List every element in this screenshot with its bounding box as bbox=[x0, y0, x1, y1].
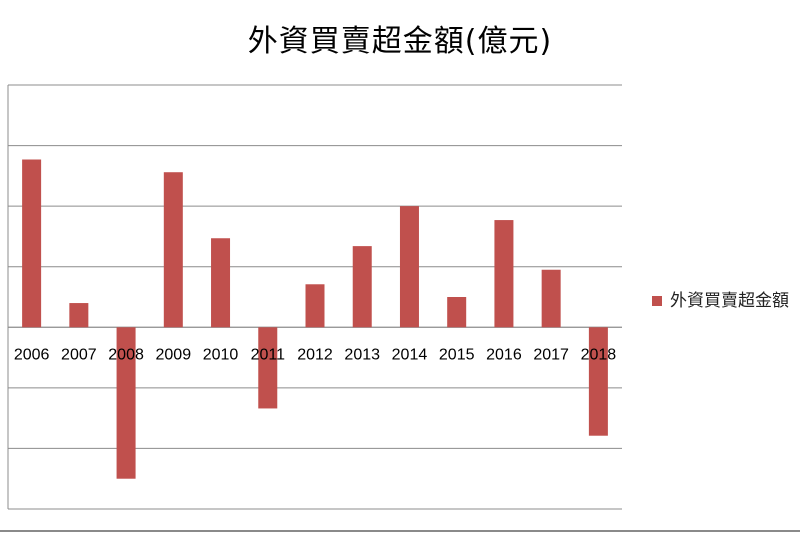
bar-2010 bbox=[211, 238, 231, 328]
x-tick-label: 2012 bbox=[297, 346, 333, 363]
bar-2012 bbox=[305, 284, 325, 328]
x-tick-label: 2006 bbox=[14, 346, 50, 363]
x-tick-label: 2007 bbox=[61, 346, 97, 363]
frame-border bbox=[0, 530, 800, 532]
bar-2007 bbox=[69, 303, 89, 328]
chart-title: 外資買賣超金額(億元) bbox=[247, 24, 553, 59]
bar-2009 bbox=[163, 172, 183, 328]
x-tick-label: 2017 bbox=[533, 346, 569, 363]
x-tick-label: 2018 bbox=[581, 346, 617, 363]
legend-label: 外資買賣超金額 bbox=[670, 291, 789, 311]
x-tick-label: 2016 bbox=[486, 346, 522, 363]
bar-2014 bbox=[399, 206, 419, 328]
bar-2016 bbox=[494, 220, 514, 328]
bar-2011 bbox=[258, 327, 278, 409]
bar-2015 bbox=[447, 297, 467, 328]
x-tick-label: 2011 bbox=[251, 346, 286, 363]
legend-swatch bbox=[652, 296, 662, 306]
x-tick-label: 2009 bbox=[156, 346, 192, 363]
bar-2006 bbox=[22, 159, 42, 328]
x-tick-label: 2008 bbox=[108, 346, 144, 363]
x-tick-label: 2010 bbox=[203, 346, 239, 363]
bar-2017 bbox=[541, 269, 561, 328]
bar-2008 bbox=[116, 327, 136, 479]
bar-2013 bbox=[352, 246, 372, 328]
x-tick-label: 2015 bbox=[439, 346, 475, 363]
x-tick-label: 2013 bbox=[344, 346, 380, 363]
legend: 外資買賣超金額 bbox=[652, 286, 789, 311]
x-tick-label: 2014 bbox=[392, 346, 428, 363]
bar-2018 bbox=[588, 327, 608, 436]
